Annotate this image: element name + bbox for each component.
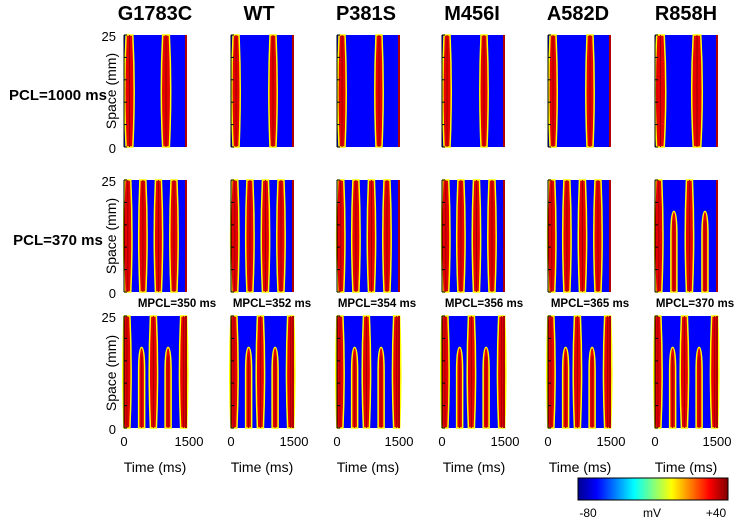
x-tick-min-wt: 0 bbox=[227, 434, 234, 449]
mpcl-label-m456i: MPCL=356 ms bbox=[445, 298, 523, 310]
row-label-pcl-370: PCL=370 ms bbox=[13, 232, 103, 249]
x-tick-min-g1783c: 0 bbox=[120, 434, 127, 449]
x-tick-max-a582d: 1500 bbox=[597, 434, 626, 449]
column-title-a582d: A582D bbox=[547, 3, 609, 25]
column-title-m456i: M456I bbox=[444, 3, 500, 25]
panel-right-edge bbox=[503, 180, 505, 292]
heatmap-panel-m456i-row-1 bbox=[441, 34, 505, 148]
x-tick-max-p381s: 1500 bbox=[385, 434, 414, 449]
y-tick-max-row-2: 25 bbox=[102, 174, 116, 189]
row-label-pcl-1000: PCL=1000 ms bbox=[9, 87, 107, 104]
x-tick-min-p381s: 0 bbox=[333, 434, 340, 449]
x-axis-label-wt: Time (ms) bbox=[231, 459, 293, 475]
mpcl-label-r858h: MPCL=370 ms bbox=[656, 298, 734, 310]
column-title-p381s: P381S bbox=[336, 3, 396, 25]
y-axis-label-row-1: Space (mm) bbox=[103, 53, 119, 129]
x-tick-max-g1783c: 1500 bbox=[175, 434, 204, 449]
mpcl-label-a582d: MPCL=365 ms bbox=[551, 298, 629, 310]
y-tick-min-row-2: 0 bbox=[109, 286, 116, 301]
x-tick-min-r858h: 0 bbox=[651, 434, 658, 449]
mpcl-label-g1783c: MPCL=350 ms bbox=[138, 298, 216, 310]
y-tick-max-row-1: 25 bbox=[102, 29, 116, 44]
x-axis-label-p381s: Time (ms) bbox=[337, 459, 399, 475]
colorbar-unit-label: mV bbox=[643, 506, 661, 520]
heatmap-panel-wt-row-2 bbox=[229, 179, 294, 293]
column-title-wt: WT bbox=[243, 3, 274, 25]
panel-right-edge bbox=[398, 180, 400, 292]
panel-background bbox=[442, 35, 505, 147]
panel-background bbox=[231, 35, 294, 147]
y-tick-min-row-1: 0 bbox=[109, 141, 116, 156]
panel-right-edge bbox=[398, 35, 400, 147]
panel-background bbox=[548, 35, 611, 147]
heatmap-panel-g1783c-row-3 bbox=[121, 315, 189, 429]
colorbar bbox=[577, 477, 729, 501]
colorbar-min-label: -80 bbox=[579, 506, 597, 520]
x-axis-label-g1783c: Time (ms) bbox=[124, 459, 186, 475]
panel-right-edge bbox=[185, 35, 187, 147]
panel-right-edge bbox=[292, 35, 294, 147]
panel-right-edge bbox=[609, 316, 611, 428]
panel-background bbox=[337, 35, 400, 147]
heatmap-panel-m456i-row-2 bbox=[440, 179, 505, 293]
heatmap-panel-wt-row-1 bbox=[230, 34, 294, 148]
x-tick-max-wt: 1500 bbox=[280, 434, 309, 449]
panel-right-edge bbox=[503, 316, 505, 428]
heatmap-panel-g1783c-row-1 bbox=[123, 34, 187, 148]
heatmap-panel-p381s-row-2 bbox=[335, 179, 400, 293]
panel-right-edge bbox=[503, 35, 505, 147]
heatmap-panels bbox=[121, 34, 720, 429]
y-tick-max-row-3: 25 bbox=[102, 310, 116, 325]
x-tick-min-a582d: 0 bbox=[544, 434, 551, 449]
panel-right-edge bbox=[716, 316, 718, 428]
heatmap-panel-r858h-row-3 bbox=[652, 315, 720, 429]
x-tick-min-m456i: 0 bbox=[438, 434, 445, 449]
heatmap-panel-g1783c-row-2 bbox=[122, 179, 187, 293]
heatmap-panel-r858h-row-2 bbox=[653, 179, 718, 293]
panel-right-edge bbox=[292, 316, 294, 428]
column-title-g1783c: G1783C bbox=[118, 3, 193, 25]
heatmap-panel-p381s-row-3 bbox=[334, 315, 402, 429]
mpcl-label-p381s: MPCL=354 ms bbox=[338, 298, 416, 310]
panel-right-edge bbox=[716, 35, 718, 147]
heatmap-panel-r858h-row-1 bbox=[654, 34, 718, 148]
x-axis-label-a582d: Time (ms) bbox=[549, 459, 611, 475]
heatmap-panel-a582d-row-2 bbox=[546, 179, 611, 293]
heatmap-panel-wt-row-3 bbox=[228, 315, 296, 429]
y-axis-label-row-3: Space (mm) bbox=[103, 335, 119, 411]
y-axis-label-row-2: Space (mm) bbox=[103, 198, 119, 274]
y-tick-min-row-3: 0 bbox=[109, 422, 116, 437]
x-axis-label-m456i: Time (ms) bbox=[443, 459, 505, 475]
panel-right-edge bbox=[185, 316, 187, 428]
panel-right-edge bbox=[185, 180, 187, 292]
colorbar-max-label: +40 bbox=[706, 506, 727, 520]
panel-right-edge bbox=[398, 316, 400, 428]
heatmap-panel-a582d-row-3 bbox=[545, 315, 613, 429]
x-tick-max-r858h: 1500 bbox=[703, 434, 732, 449]
panel-right-edge bbox=[716, 180, 718, 292]
column-title-r858h: R858H bbox=[655, 3, 717, 25]
panel-right-edge bbox=[609, 180, 611, 292]
heatmap-panel-p381s-row-1 bbox=[336, 34, 400, 148]
panel-right-edge bbox=[609, 35, 611, 147]
panel-right-edge bbox=[292, 180, 294, 292]
mpcl-label-wt: MPCL=352 ms bbox=[233, 298, 311, 310]
heatmap-panel-a582d-row-1 bbox=[547, 34, 611, 148]
heatmap-panel-m456i-row-3 bbox=[439, 315, 507, 429]
x-tick-max-m456i: 1500 bbox=[491, 434, 520, 449]
x-axis-label-r858h: Time (ms) bbox=[655, 459, 717, 475]
